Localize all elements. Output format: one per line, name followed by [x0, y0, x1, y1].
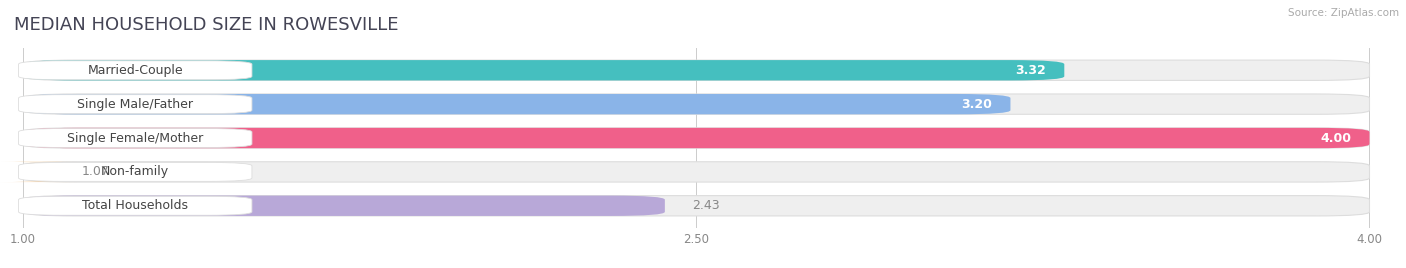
Text: 3.32: 3.32 [1015, 64, 1046, 77]
Text: Single Female/Mother: Single Female/Mother [67, 132, 204, 144]
FancyBboxPatch shape [22, 60, 1369, 80]
FancyBboxPatch shape [22, 196, 1369, 216]
FancyBboxPatch shape [22, 60, 1064, 80]
FancyBboxPatch shape [22, 128, 1369, 148]
FancyBboxPatch shape [18, 61, 252, 80]
Text: 3.20: 3.20 [962, 98, 993, 111]
Text: Source: ZipAtlas.com: Source: ZipAtlas.com [1288, 8, 1399, 18]
FancyBboxPatch shape [22, 196, 665, 216]
FancyBboxPatch shape [22, 94, 1011, 114]
Text: 1.07: 1.07 [82, 165, 110, 178]
FancyBboxPatch shape [22, 162, 1369, 182]
Text: Non-family: Non-family [101, 165, 169, 178]
FancyBboxPatch shape [0, 162, 77, 182]
Text: MEDIAN HOUSEHOLD SIZE IN ROWESVILLE: MEDIAN HOUSEHOLD SIZE IN ROWESVILLE [14, 16, 398, 34]
FancyBboxPatch shape [18, 129, 252, 147]
FancyBboxPatch shape [22, 128, 1369, 148]
FancyBboxPatch shape [18, 95, 252, 114]
FancyBboxPatch shape [18, 196, 252, 215]
FancyBboxPatch shape [22, 94, 1369, 114]
Text: Total Households: Total Households [82, 199, 188, 212]
Text: Married-Couple: Married-Couple [87, 64, 183, 77]
FancyBboxPatch shape [18, 162, 252, 181]
Text: 2.43: 2.43 [692, 199, 720, 212]
Text: Single Male/Father: Single Male/Father [77, 98, 193, 111]
Text: 4.00: 4.00 [1320, 132, 1351, 144]
